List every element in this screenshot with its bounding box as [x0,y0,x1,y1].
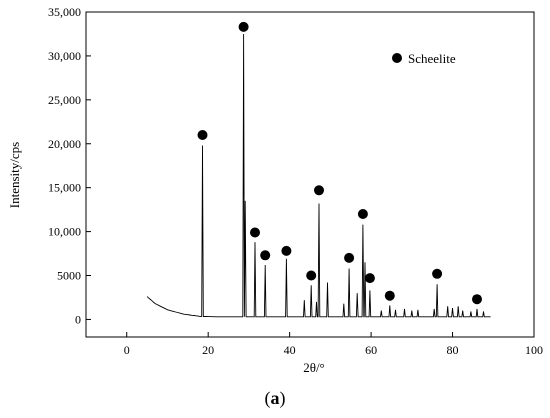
plot-frame [85,11,535,338]
y-tick-label: 5000 [57,269,81,283]
y-tick-label: 0 [75,312,81,326]
x-axis-label: 2θ/° [303,360,325,375]
peak-marker [364,273,375,284]
peak-marker [281,245,292,256]
x-tick-label: 80 [447,343,459,357]
y-axis-ticks: 0 5000 10,000 15,000 20,000 25,000 30,000 35,00… [48,5,91,326]
peak-marker [384,290,395,301]
x-tick-label: 40 [284,343,296,357]
legend-label: Scheelite [408,51,456,66]
figure-caption: (a) [265,388,286,409]
y-axis-label: Intensity/cps [7,142,22,208]
caption-close-paren: ) [280,388,286,409]
y-tick-label: 15,000 [48,181,81,195]
legend-marker [392,53,402,63]
peak-marker [238,21,249,32]
peak-marker [357,209,368,219]
peak-marker [306,270,317,281]
peak-markers [197,21,482,305]
x-tick-label: 0 [124,343,130,357]
peak-marker [314,185,324,196]
y-tick-label: 10,000 [48,225,81,239]
x-tick-label: 100 [525,343,543,357]
caption-letter: a [271,388,280,408]
x-axis-ticks: 0 20 40 60 80 100 [124,332,543,357]
y-tick-label: 35,000 [48,5,81,19]
y-tick-label: 30,000 [48,49,81,63]
peak-marker [472,294,482,305]
x-tick-label: 20 [202,343,214,357]
peak-marker [197,130,208,140]
peak-marker [344,252,355,263]
series-line-scheelite [146,33,491,318]
x-tick-label: 60 [365,343,377,357]
peak-marker [432,268,443,279]
peak-marker [250,227,260,238]
caption-open-paren: ( [265,388,271,409]
peak-marker [260,250,271,261]
y-tick-label: 25,000 [48,93,81,107]
y-tick-label: 20,000 [48,137,81,151]
